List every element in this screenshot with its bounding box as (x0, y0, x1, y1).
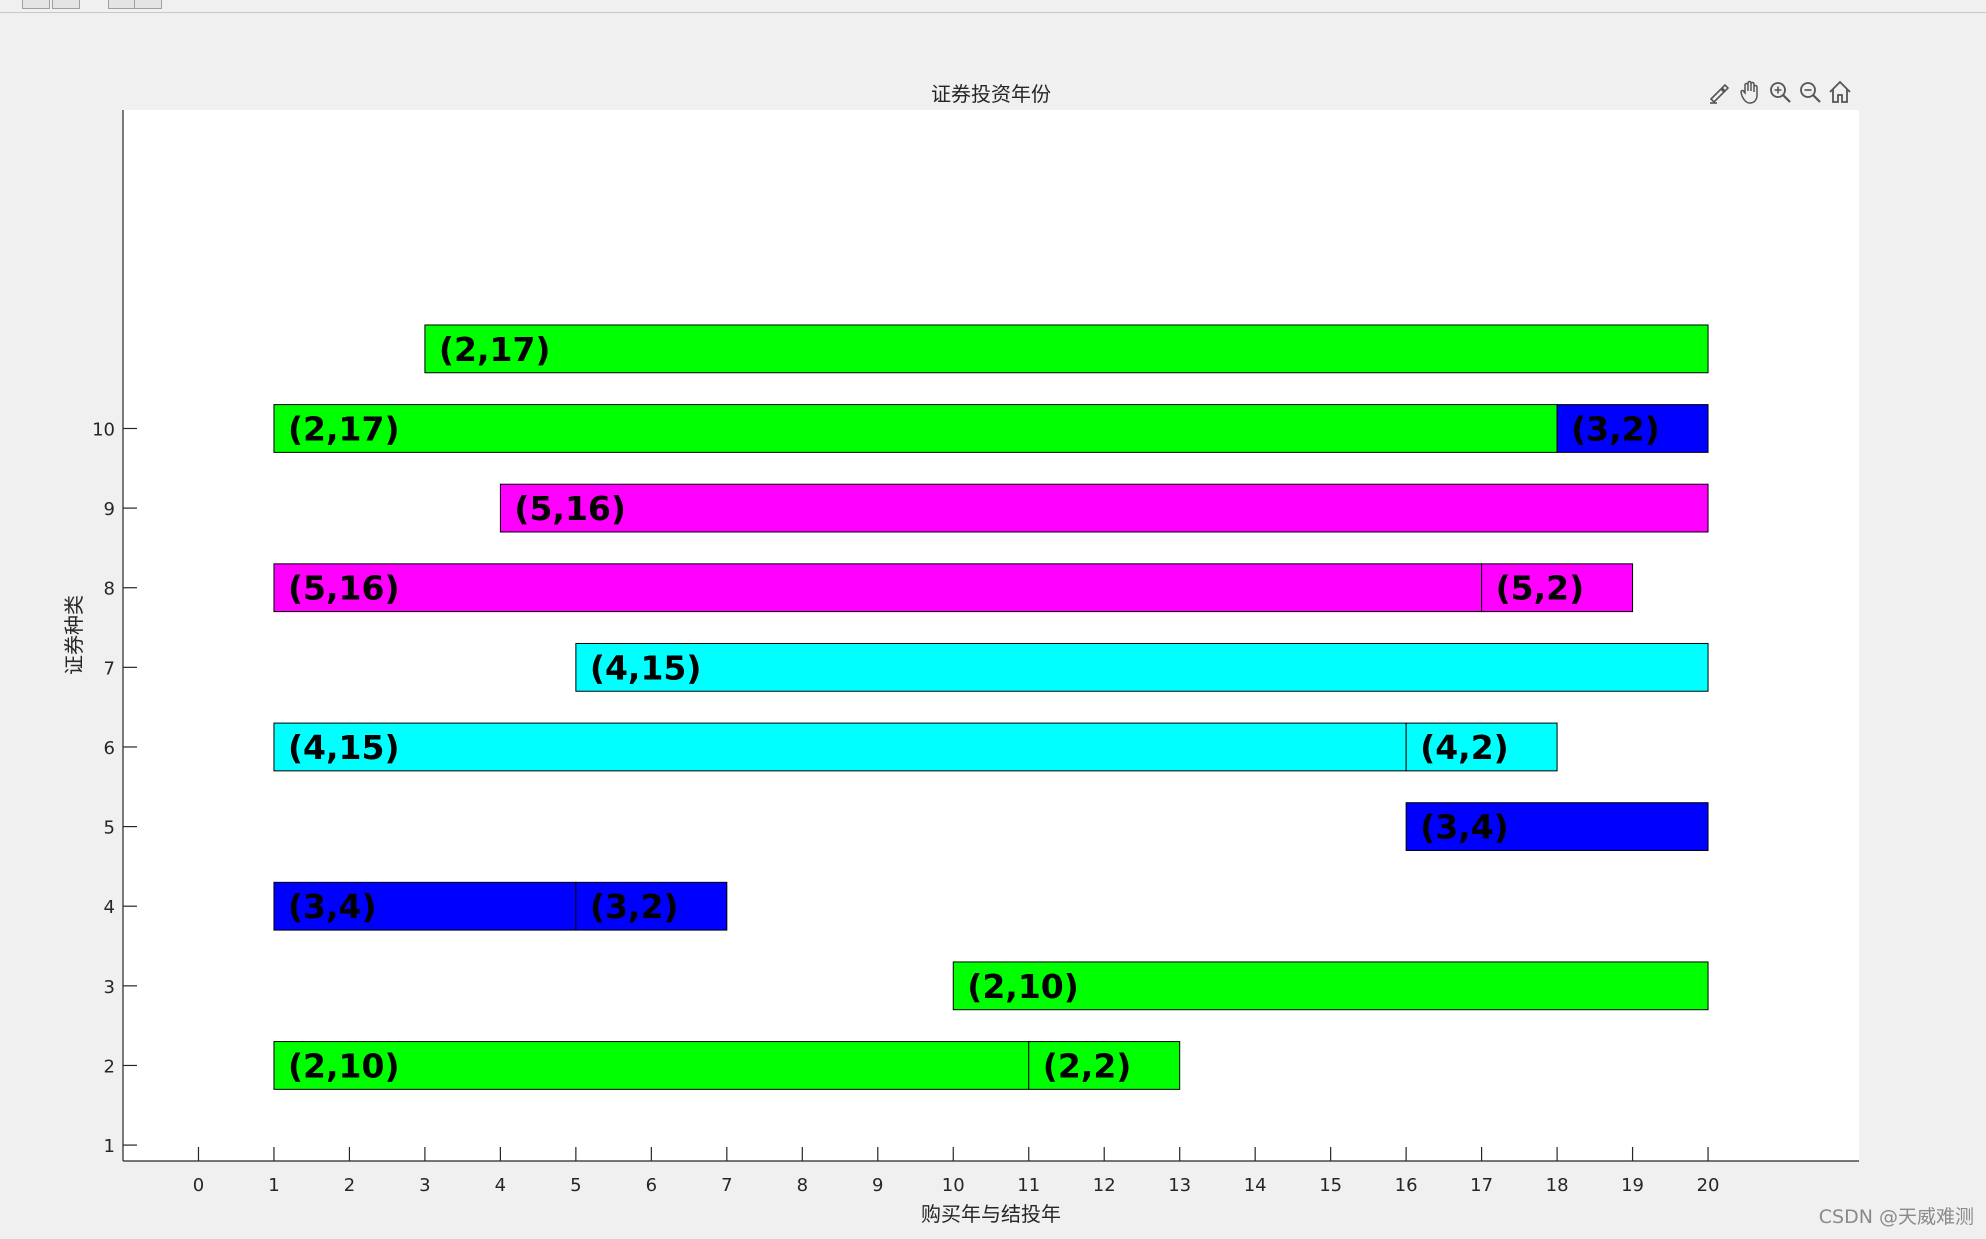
bar-segment (273, 881, 577, 931)
bar-label: (3,4) (1420, 808, 1509, 847)
x-tick-label: 8 (797, 1175, 808, 1196)
edit-icon[interactable] (134, 0, 162, 9)
brush-icon[interactable] (1706, 78, 1734, 106)
bar-labels-layer: (2,10) (2,2) (2,10) (3,4) (3,2) (3,4) (4,15) (4… (288, 330, 1660, 1086)
x-tick-label: 20 (1697, 1175, 1720, 1196)
x-tick-label: 10 (942, 1175, 965, 1196)
x-tick-label: 2 (344, 1175, 355, 1196)
bar-label: (3,4) (288, 887, 377, 926)
pan-icon[interactable] (1736, 78, 1764, 106)
x-tick-label: 7 (721, 1175, 732, 1196)
bar-label: (4,15) (590, 648, 702, 687)
bar-segment (1028, 1041, 1181, 1090)
bar-segment (424, 324, 1709, 374)
bar-segment (273, 563, 1483, 613)
x-axis-label: 购买年与结投年 (921, 1202, 1061, 1226)
bar-label: (5,16) (288, 569, 400, 608)
bar-label: (2,10) (967, 967, 1079, 1006)
y-tick-label: 6 (104, 738, 115, 759)
bar-label: (2,17) (439, 330, 551, 369)
y-tick-label: 8 (104, 579, 115, 600)
x-ticks: 0 1 2 3 4 5 6 7 8 9 10 11 12 13 14 15 16 17 18 19 20 (193, 1147, 1720, 1196)
bar-segment (575, 881, 728, 931)
zoom-in-icon[interactable] (1766, 78, 1794, 106)
home-icon[interactable] (1826, 78, 1854, 106)
save-icon[interactable] (22, 0, 50, 9)
y-tick-label: 10 (92, 419, 115, 440)
bar-segment (575, 642, 1709, 692)
figure-toolbar (0, 0, 1986, 13)
x-tick-label: 4 (495, 1175, 506, 1196)
y-axis-label: 证券种类 (62, 595, 86, 675)
x-tick-label: 9 (872, 1175, 883, 1196)
print-icon[interactable] (52, 0, 80, 9)
bar-segment (952, 961, 1709, 1011)
y-ticks: 1 2 3 4 5 6 7 8 9 10 (92, 419, 137, 1157)
chart-title: 证券投资年份 (931, 82, 1051, 106)
bar-segment (1556, 404, 1709, 453)
bars-layer (273, 324, 1709, 1090)
bar-segment (1405, 722, 1558, 772)
y-tick-label: 9 (104, 499, 115, 520)
x-tick-label: 5 (570, 1175, 581, 1196)
bar-label: (5,2) (1496, 569, 1585, 608)
y-tick-label: 1 (104, 1136, 115, 1157)
bar-segment (1481, 563, 1634, 613)
bar-label: (2,10) (288, 1046, 400, 1085)
bar-label: (2,2) (1043, 1046, 1132, 1085)
x-tick-label: 1 (268, 1175, 279, 1196)
x-tick-label: 18 (1546, 1175, 1569, 1196)
x-tick-label: 12 (1093, 1175, 1116, 1196)
y-tick-label: 5 (104, 818, 115, 839)
x-tick-label: 16 (1395, 1175, 1418, 1196)
bar-segment (273, 722, 1407, 772)
bar-label: (4,2) (1420, 728, 1509, 767)
bar-segment (1405, 802, 1709, 851)
bar-segment (499, 483, 1709, 533)
axes-toolbar (1706, 78, 1854, 108)
bar-label: (3,2) (1571, 409, 1660, 448)
y-tick-label: 4 (104, 897, 115, 918)
x-tick-label: 11 (1017, 1175, 1040, 1196)
x-tick-label: 19 (1621, 1175, 1644, 1196)
y-tick-label: 3 (104, 977, 115, 998)
y-tick-label: 2 (104, 1056, 115, 1077)
x-tick-label: 3 (419, 1175, 430, 1196)
bar-label: (2,17) (288, 409, 400, 448)
watermark-text: CSDN @天威难测 (1818, 1206, 1974, 1228)
zoom-out-icon[interactable] (1796, 78, 1824, 106)
x-tick-label: 14 (1244, 1175, 1267, 1196)
bar-label: (4,15) (288, 728, 400, 767)
x-tick-label: 6 (646, 1175, 657, 1196)
x-tick-label: 0 (193, 1175, 204, 1196)
x-tick-label: 15 (1319, 1175, 1342, 1196)
x-tick-label: 13 (1168, 1175, 1191, 1196)
bar-label: (3,2) (590, 887, 679, 926)
bar-label: (5,16) (514, 489, 626, 528)
bar-segment (273, 404, 1558, 453)
y-tick-label: 7 (104, 658, 115, 679)
x-tick-label: 17 (1470, 1175, 1493, 1196)
